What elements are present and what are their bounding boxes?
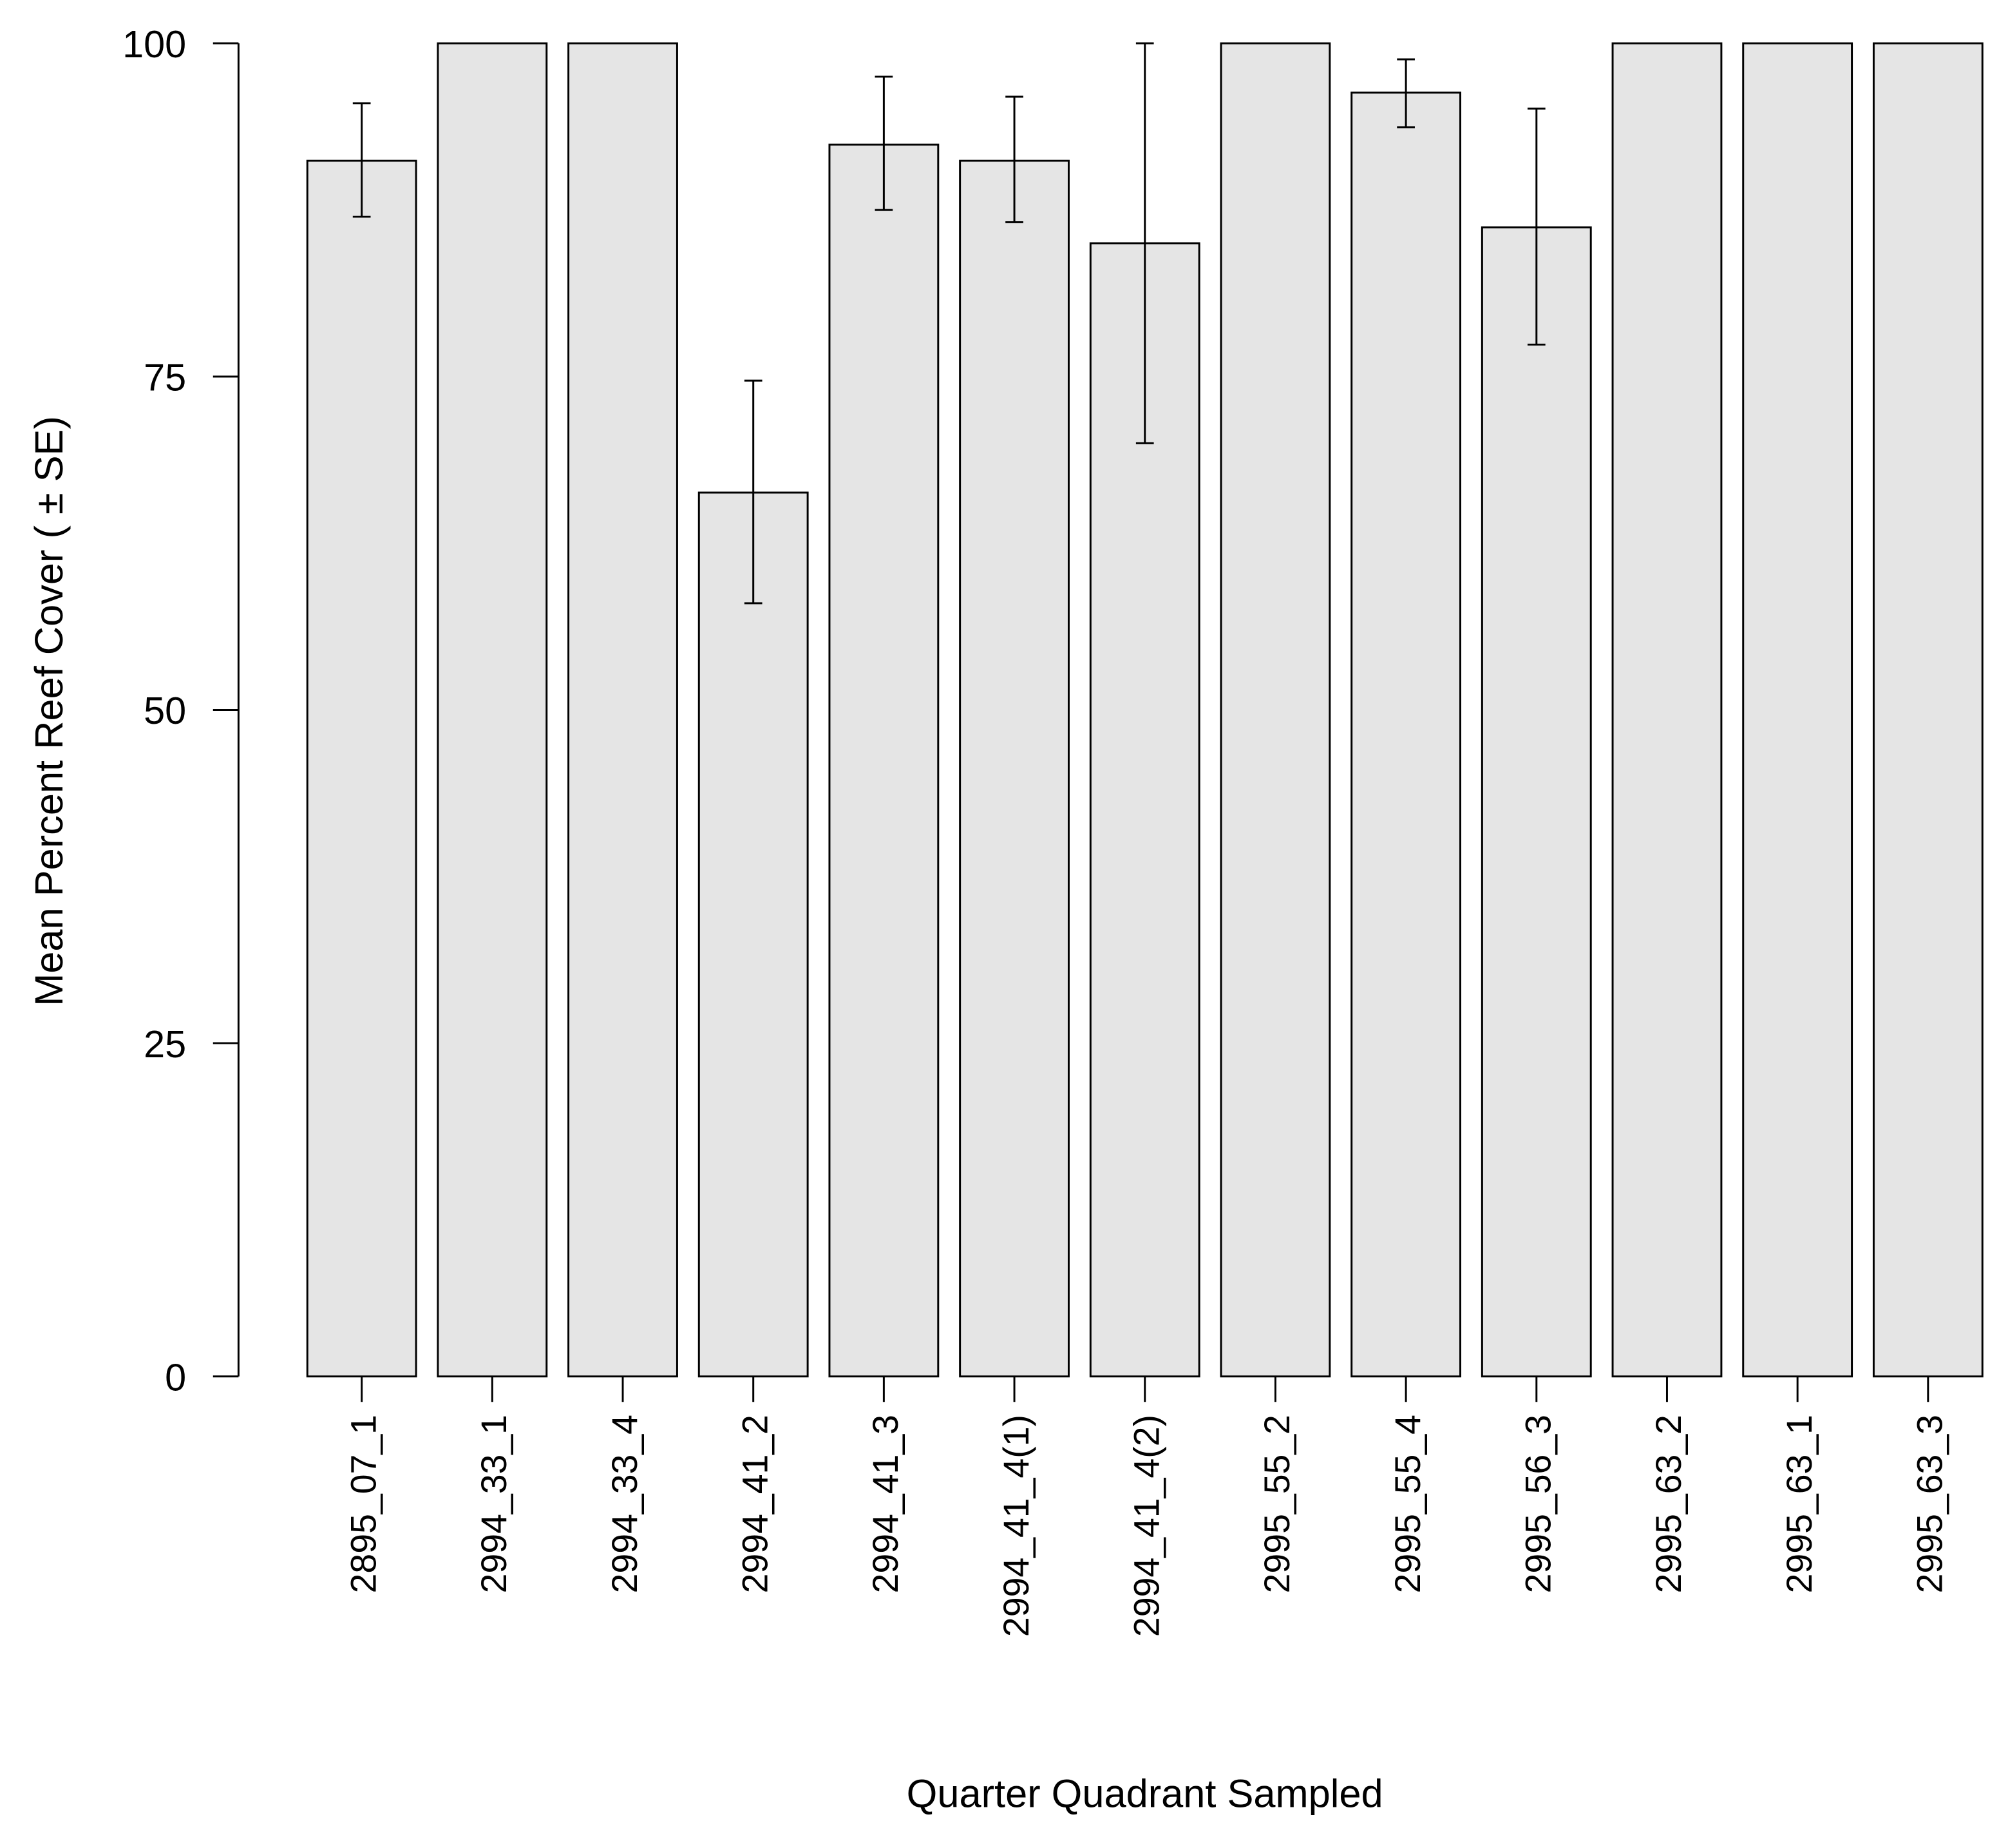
x-tick-label: 2995_55_4 — [1388, 1415, 1428, 1593]
y-tick-label: 50 — [144, 689, 186, 732]
error-bar — [744, 379, 763, 605]
x-tick-label: 2994_41_3 — [866, 1415, 905, 1593]
x-tick-label: 2994_41_4(2) — [1127, 1415, 1167, 1637]
bar — [1350, 91, 1462, 1378]
error-bar — [352, 102, 371, 218]
bar — [1481, 226, 1592, 1378]
bars — [306, 42, 1984, 1378]
x-axis-label: Quarter Quadrant Sampled — [907, 1772, 1383, 1816]
x-tick-label: 2995_56_3 — [1519, 1415, 1558, 1593]
bar — [828, 144, 940, 1378]
x-tick-label: 2895_07_1 — [343, 1415, 383, 1593]
error-bar — [1397, 58, 1415, 129]
x-tick-label: 2995_55_2 — [1257, 1415, 1297, 1593]
y-axis-label: Mean Percent Reef Cover ( ± SE) — [27, 416, 71, 1006]
bar — [1742, 42, 1853, 1378]
error-bar — [1135, 42, 1154, 444]
error-bar — [875, 75, 893, 211]
x-tick-label: 2994_41_2 — [735, 1415, 775, 1593]
bar — [697, 491, 809, 1378]
x-tick-label: 2994_33_4 — [605, 1415, 645, 1593]
bar — [959, 160, 1070, 1378]
y-tick-label: 25 — [144, 1023, 186, 1066]
x-tick-label: 2995_63_3 — [1910, 1415, 1950, 1593]
y-tick-label: 0 — [165, 1355, 186, 1399]
bar — [1872, 42, 1984, 1378]
error-bar — [1527, 108, 1546, 346]
bar — [437, 42, 548, 1378]
error-bar — [1005, 95, 1023, 223]
x-tick-label: 2994_41_4(1) — [996, 1415, 1036, 1637]
bar — [1220, 42, 1331, 1378]
x-tick-label: 2995_63_1 — [1779, 1415, 1819, 1593]
bar — [306, 160, 417, 1378]
y-axis: 0 25 50 75 100 — [122, 23, 240, 1399]
y-tick-label: 75 — [144, 356, 186, 399]
x-tick-label: 2995_63_2 — [1649, 1415, 1689, 1593]
error-bars — [352, 42, 1546, 605]
bar — [567, 42, 678, 1378]
y-tick-label: 100 — [122, 23, 186, 66]
x-axis: 2895_07_1 2994_33_1 2994_33_4 2994_41_2 2994… — [343, 1376, 1950, 1637]
x-tick-label: 2994_33_1 — [474, 1415, 514, 1593]
bar — [1611, 42, 1723, 1378]
